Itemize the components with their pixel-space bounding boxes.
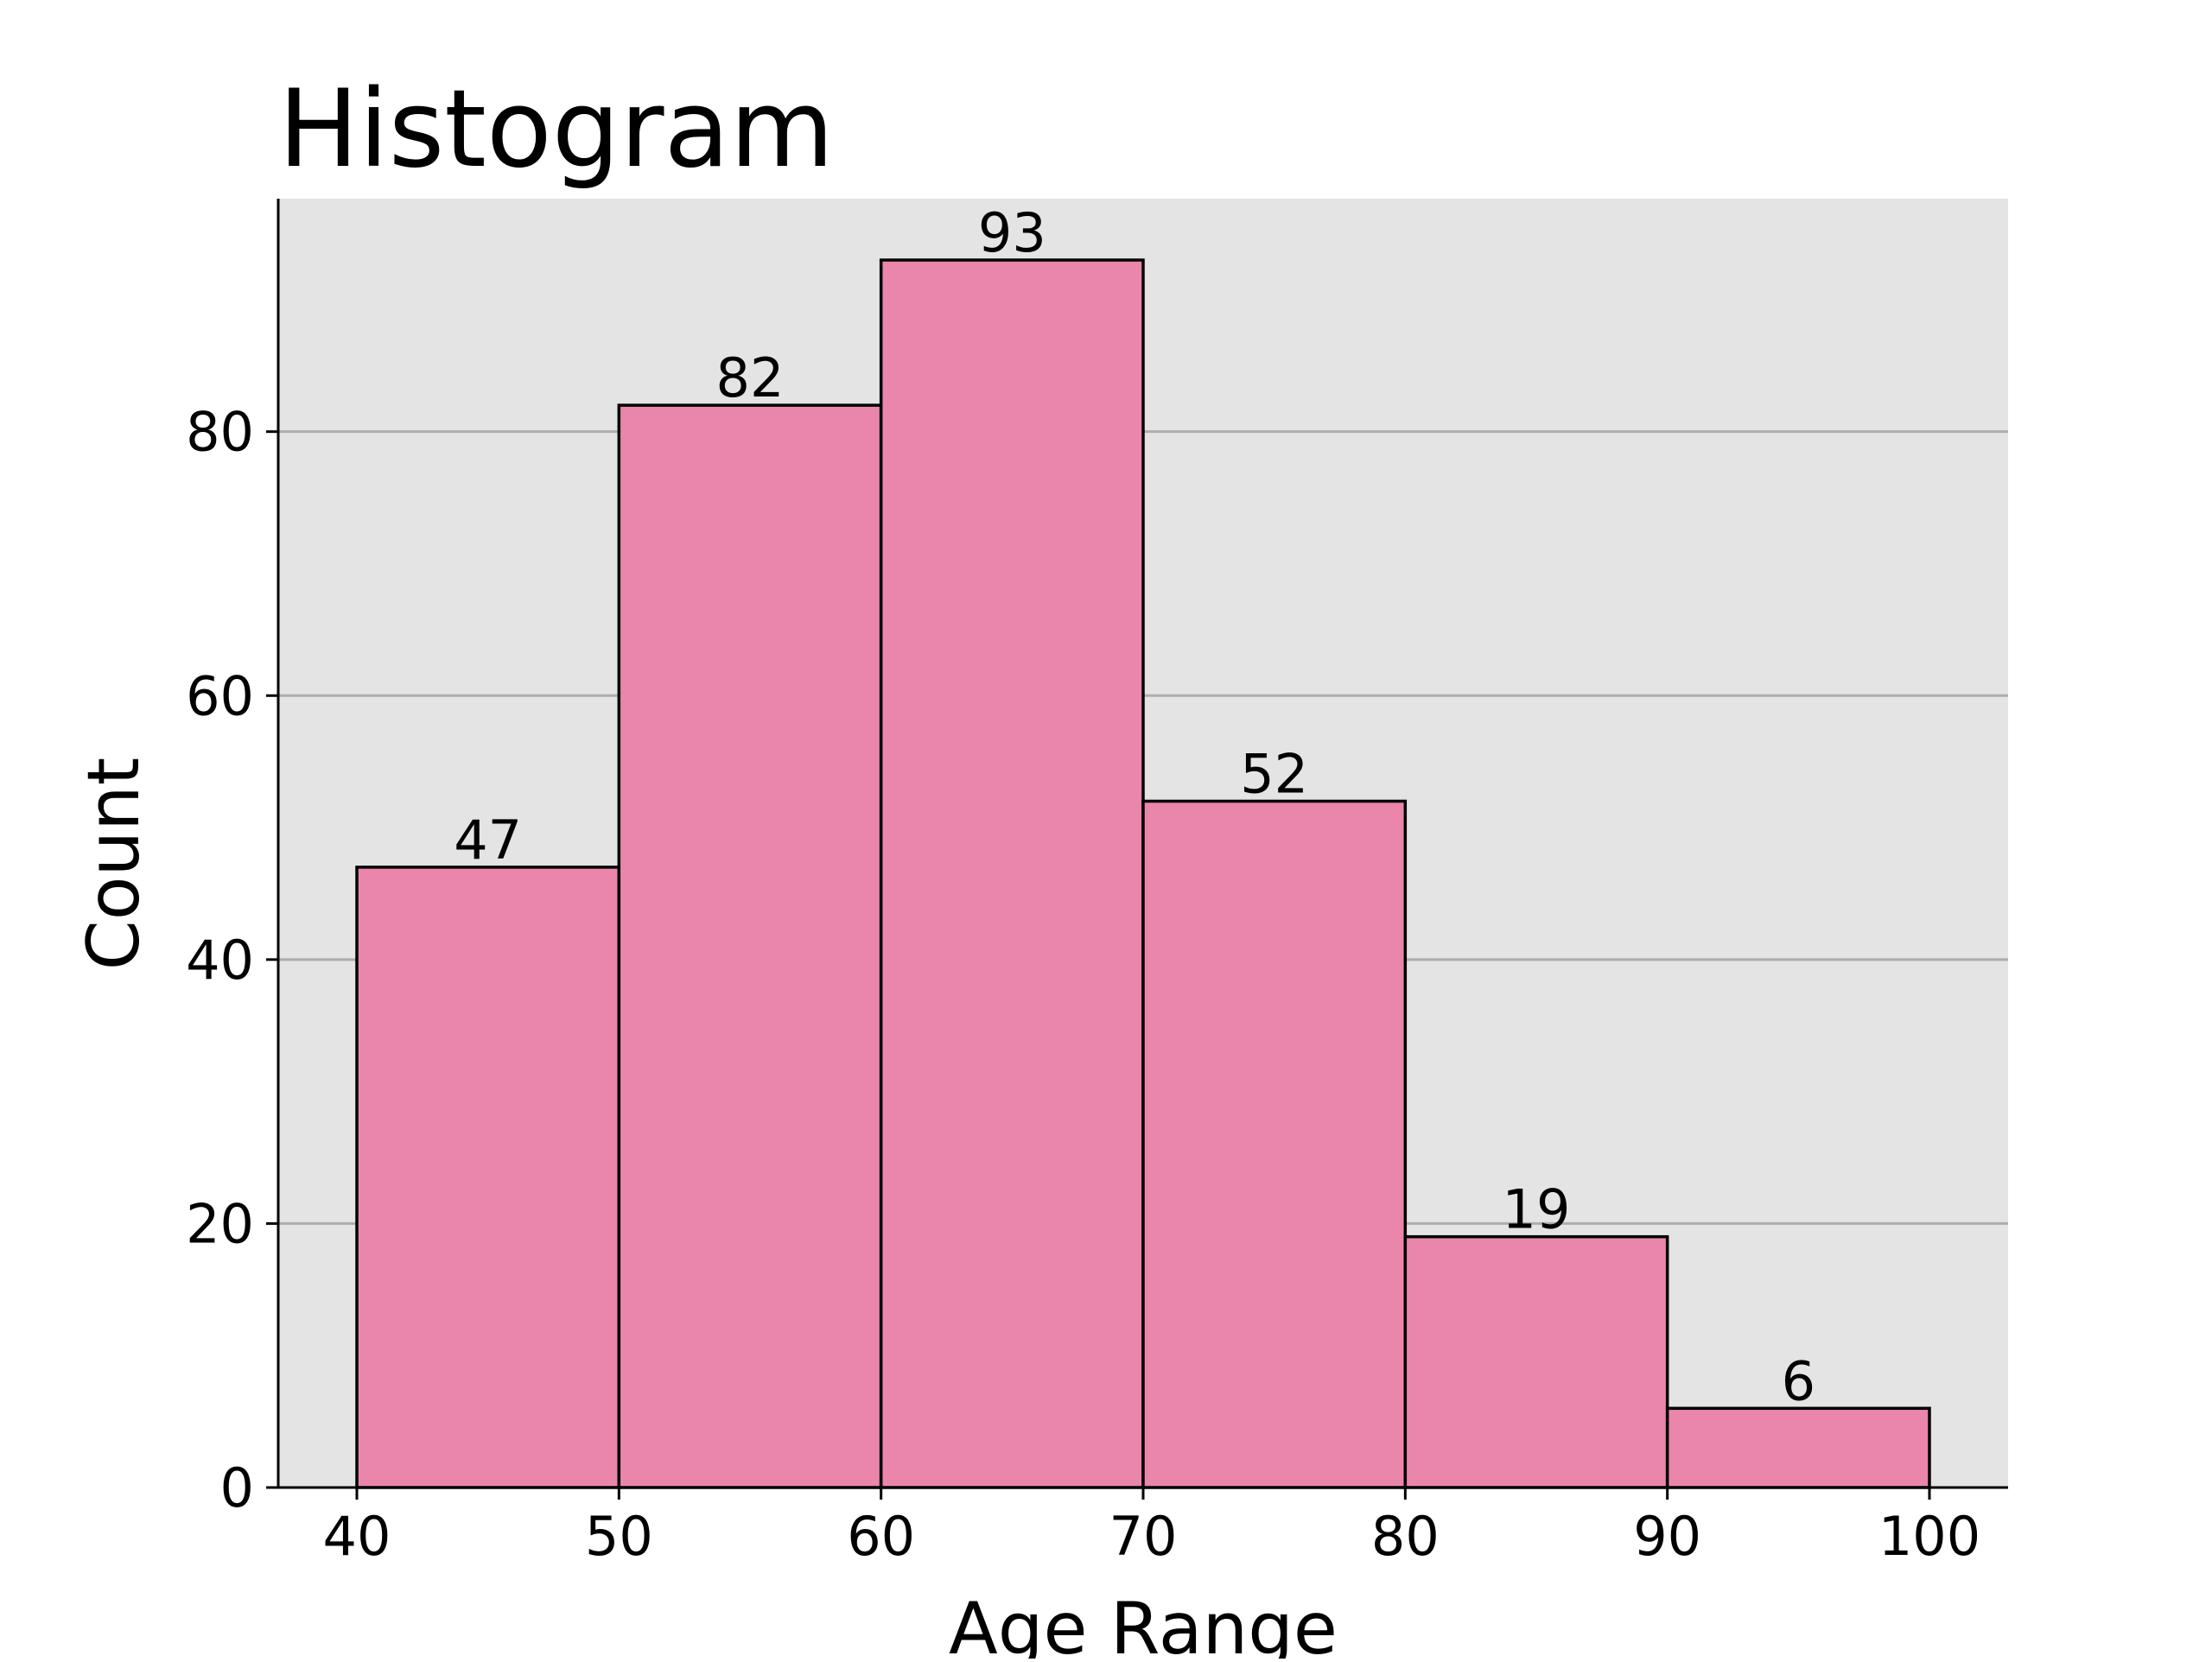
y-axis-label: Count: [72, 758, 156, 971]
x-tick-label: 50: [585, 1505, 653, 1568]
y-axis-ticks: 0 20 40 60 80: [186, 401, 278, 1519]
y-tick-label: 60: [186, 664, 254, 727]
x-tick-label: 100: [1878, 1505, 1980, 1568]
bar-value-label: 93: [978, 201, 1046, 264]
x-axis-ticks: 40 50 60 70 80 90 100: [323, 1488, 1980, 1568]
bars: [355, 258, 1931, 1489]
x-tick-label: 40: [323, 1505, 391, 1568]
data-labels: 47 82 93 52 19 6: [454, 201, 1815, 1412]
x-tick-label: 80: [1371, 1505, 1440, 1568]
y-tick-label: 20: [186, 1192, 254, 1255]
histogram-bar: [1141, 799, 1408, 1489]
x-tick-label: 70: [1109, 1505, 1178, 1568]
x-axis-label: Age Range: [949, 1587, 1338, 1659]
histogram-bar: [1665, 1406, 1931, 1489]
x-tick-label: 60: [847, 1505, 915, 1568]
bar-value-label: 82: [716, 346, 785, 409]
histogram-bar: [879, 258, 1145, 1489]
histogram-bar: [355, 866, 621, 1489]
bar-value-label: 6: [1782, 1349, 1815, 1412]
chart-title: Histogram: [278, 67, 834, 192]
bar-value-label: 52: [1240, 742, 1308, 805]
bar-value-label: 47: [454, 809, 522, 872]
histogram-bar: [617, 403, 883, 1489]
x-tick-label: 90: [1633, 1505, 1701, 1568]
bar-value-label: 19: [1503, 1178, 1571, 1241]
y-tick-label: 80: [186, 401, 254, 464]
y-tick-label: 0: [220, 1456, 254, 1519]
y-tick-label: 40: [186, 929, 254, 992]
histogram-bar: [1403, 1234, 1669, 1489]
